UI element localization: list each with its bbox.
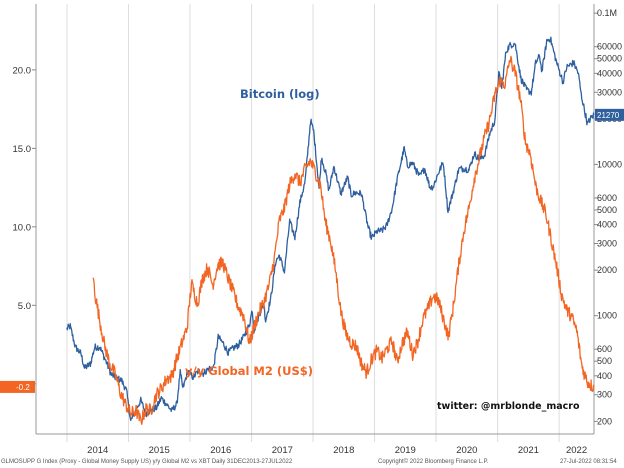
bitcoin-last-value-text: 21270 bbox=[597, 111, 620, 120]
footer: GLMOSUPP G Index (Proxy - Global Money S… bbox=[1, 458, 617, 465]
x-tick-label: 2020 bbox=[456, 445, 477, 456]
x-tick-label: 2014 bbox=[87, 445, 108, 456]
x-tick-label: 2018 bbox=[333, 445, 354, 456]
left-tick-label: 10.0 bbox=[13, 222, 32, 233]
series-layer bbox=[66, 36, 595, 425]
grid bbox=[66, 4, 560, 442]
right-tick-label: 0.1M bbox=[597, 8, 617, 18]
footer-source: GLMOSUPP G Index (Proxy - Global Money S… bbox=[1, 459, 293, 465]
footer-copyright: Copyright© 2022 Bloomberg Finance L.P. bbox=[378, 458, 489, 465]
x-tick-label: 2015 bbox=[149, 445, 170, 456]
x-tick-label: 2016 bbox=[210, 445, 231, 456]
right-tick-label: 3000 bbox=[597, 238, 617, 248]
m2-series-line bbox=[92, 55, 595, 425]
m2-series-label: y/y Global M2 (US$) bbox=[185, 364, 313, 378]
x-tick-label: 2019 bbox=[395, 445, 416, 456]
right-tick-label: 40000 bbox=[597, 68, 622, 78]
right-tick-label: 6000 bbox=[597, 193, 617, 203]
footer-timestamp: 27-Jul-2022 08:31:54 bbox=[560, 459, 617, 465]
right-tick-label: 5000 bbox=[597, 205, 617, 215]
bitcoin-last-value-badge bbox=[595, 108, 624, 121]
right-tick-label: 500 bbox=[597, 356, 612, 366]
x-tick-label: 2021 bbox=[518, 445, 539, 456]
right-axis: 0.1M600005000040000300002000010000600050… bbox=[593, 4, 622, 434]
m2-last-value-text: -0.2 bbox=[16, 383, 30, 392]
right-tick-label: 200 bbox=[597, 416, 612, 426]
right-tick-label: 30000 bbox=[597, 87, 622, 97]
right-tick-label: 2000 bbox=[597, 265, 617, 275]
bitcoin-series-line bbox=[66, 36, 595, 422]
annotation-layer: Bitcoin (log) y/y Global M2 (US$) twitte… bbox=[185, 87, 580, 412]
right-tick-label: 300 bbox=[597, 390, 612, 400]
left-tick-label: 5.0 bbox=[18, 301, 31, 312]
badge-layer: 21270 -0.2 bbox=[0, 108, 624, 393]
x-tick-label: 2017 bbox=[272, 445, 293, 456]
right-tick-label: 10000 bbox=[597, 159, 622, 169]
right-tick-label: 1000 bbox=[597, 311, 617, 321]
x-axis: 2014 2015 2016 2017 2018 2019 2020 2021 2022 bbox=[36, 433, 594, 456]
left-tick-label: 15.0 bbox=[13, 144, 32, 155]
right-tick-label: 50000 bbox=[597, 54, 622, 64]
right-tick-label: 600 bbox=[597, 344, 612, 354]
left-tick-label: 20.0 bbox=[13, 65, 32, 76]
right-tick-label: 400 bbox=[597, 371, 612, 381]
bitcoin-series-label: Bitcoin (log) bbox=[240, 87, 320, 101]
right-tick-label: 4000 bbox=[597, 220, 617, 230]
right-tick-label: 60000 bbox=[597, 42, 622, 52]
m2-last-value-badge bbox=[0, 380, 35, 393]
x-tick-label: 2022 bbox=[566, 445, 587, 456]
twitter-handle: twitter: @mrblonde_macro bbox=[437, 401, 580, 412]
